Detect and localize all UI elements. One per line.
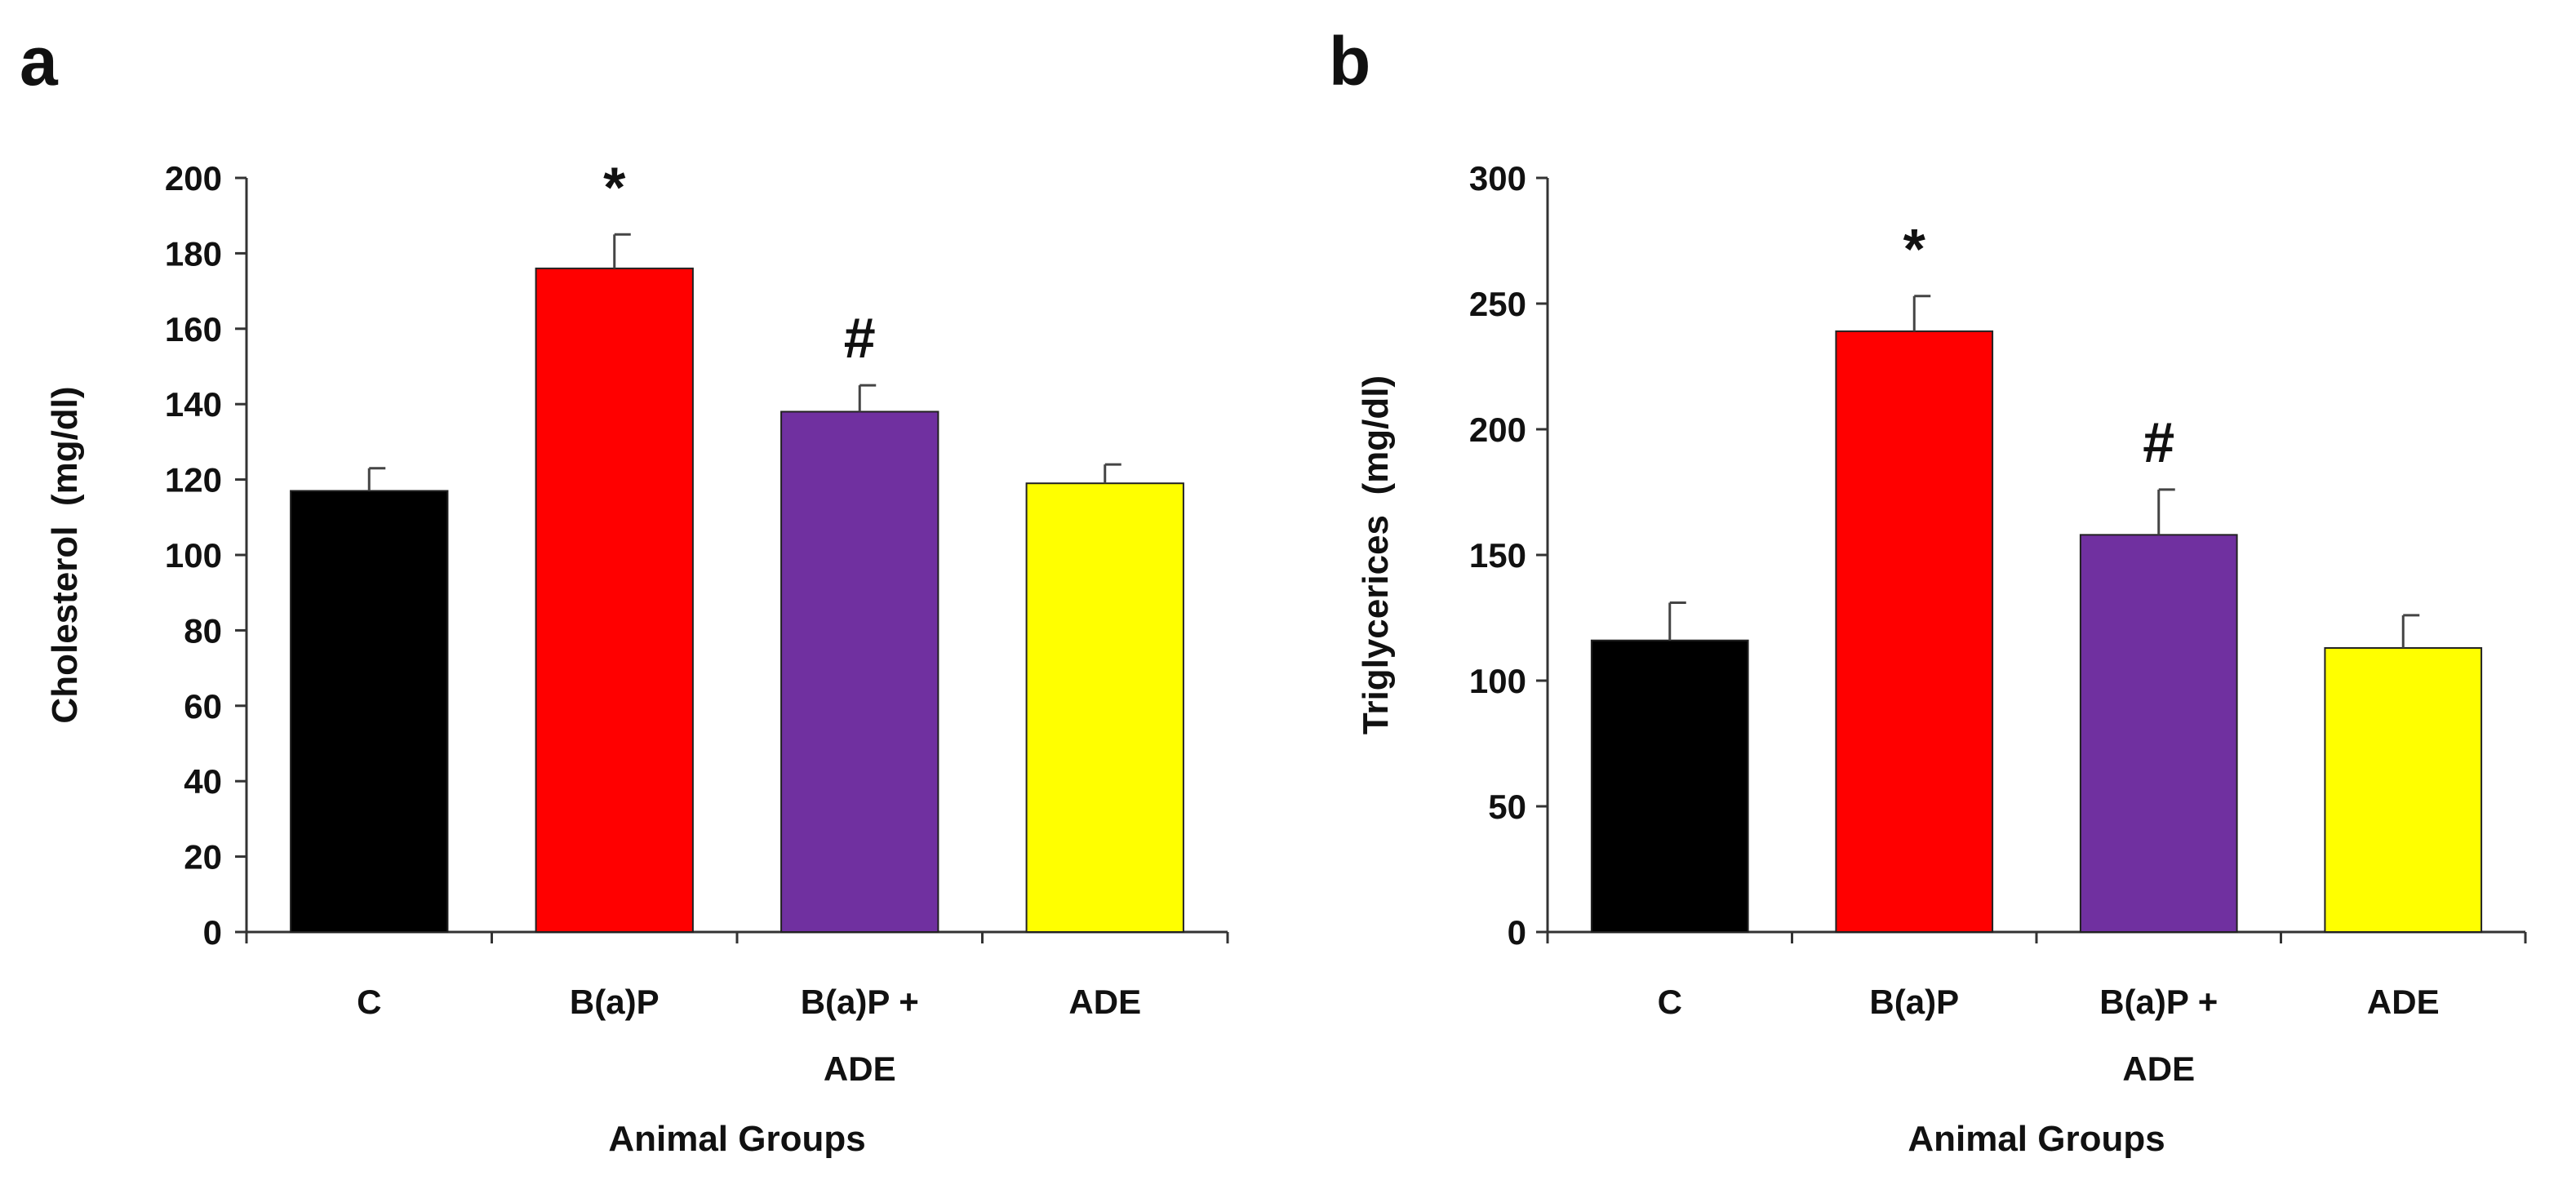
bar xyxy=(1025,482,1184,933)
significance-marker: # xyxy=(2143,411,2174,474)
y-tick-label: 50 xyxy=(1488,788,1526,826)
significance-marker: * xyxy=(603,155,626,219)
y-tick-label: 180 xyxy=(165,234,222,273)
y-tick-label: 300 xyxy=(1469,159,1526,198)
x-tick-label: ADE xyxy=(2367,983,2440,1021)
x-tick-label: C xyxy=(357,983,381,1021)
significance-marker: # xyxy=(844,306,876,370)
bar xyxy=(780,411,939,933)
y-tick-label: 0 xyxy=(1508,913,1526,952)
x-tick-label: B(a)P xyxy=(570,983,660,1021)
x-tick-label: ADE xyxy=(2122,1050,2195,1088)
x-axis-title: Animal Groups xyxy=(608,1119,865,1159)
y-tick-label: 250 xyxy=(1469,285,1526,323)
y-tick-label: 100 xyxy=(1469,662,1526,700)
x-tick-label: B(a)P + xyxy=(801,983,919,1021)
x-tick-label: ADE xyxy=(824,1050,896,1088)
panel-label: b xyxy=(1329,23,1370,100)
y-tick-label: 160 xyxy=(165,310,222,348)
bar xyxy=(2324,646,2483,934)
y-tick-label: 20 xyxy=(184,838,222,877)
chart-panel-a: a 0 20 40 60 80 100 120 140 160 180 200 C * B(a)P # B(a)… xyxy=(20,23,1229,1159)
bar xyxy=(1590,639,1749,933)
y-tick-label: 0 xyxy=(203,913,222,952)
y-tick-label: 140 xyxy=(165,385,222,424)
chart-panel-b: b 0 50 100 150 200 250 300 C * B(a)P # B(a)P + ADE ADE… xyxy=(1329,23,2527,1159)
y-tick-label: 100 xyxy=(165,536,222,575)
panel-label: a xyxy=(20,23,59,100)
y-tick-label: 80 xyxy=(184,611,222,650)
bar xyxy=(535,267,694,933)
bar xyxy=(290,490,449,933)
bar xyxy=(1835,330,1994,933)
x-axis-title: Animal Groups xyxy=(1908,1119,2165,1159)
y-axis-title: Triglycerices (mg/dl) xyxy=(1356,375,1396,735)
x-tick-label: B(a)P + xyxy=(2099,983,2218,1021)
y-tick-label: 120 xyxy=(165,461,222,499)
y-tick-label: 60 xyxy=(184,687,222,726)
y-tick-label: 150 xyxy=(1469,536,1526,575)
x-tick-label: C xyxy=(1658,983,1682,1021)
x-tick-label: ADE xyxy=(1068,983,1141,1021)
significance-marker: * xyxy=(1903,217,1926,281)
y-tick-label: 200 xyxy=(165,159,222,198)
x-tick-label: B(a)P xyxy=(1869,983,1959,1021)
y-tick-label: 200 xyxy=(1469,411,1526,449)
y-axis-title: Cholesterol (mg/dl) xyxy=(45,386,85,723)
y-tick-label: 40 xyxy=(184,762,222,801)
bar xyxy=(2079,534,2238,933)
